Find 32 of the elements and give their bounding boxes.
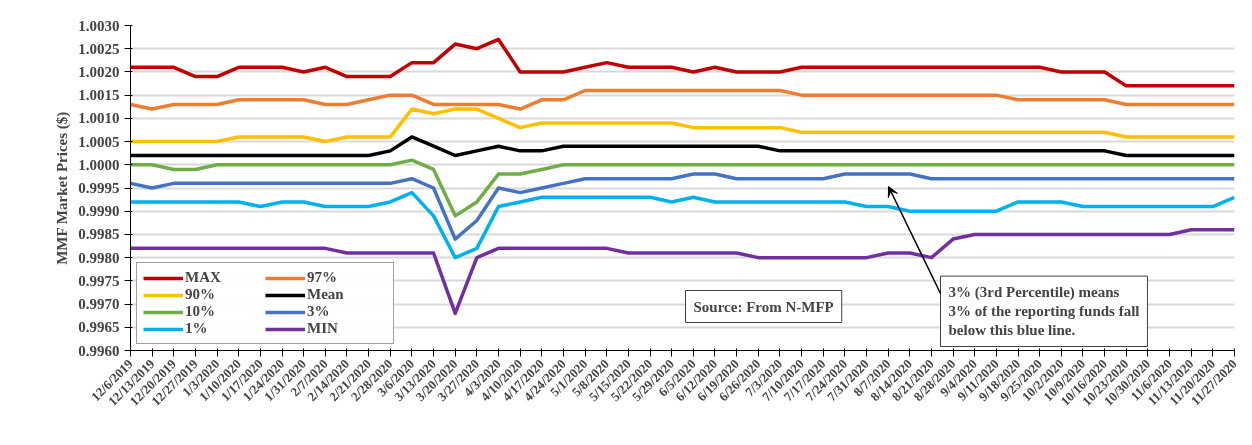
legend-label: MAX — [185, 269, 222, 286]
legend-label: 3% — [307, 303, 331, 320]
y-tick-label: 0.9990 — [78, 203, 120, 220]
y-tick-label: 0.9965 — [78, 319, 120, 336]
y-tick-label: 0.9970 — [78, 296, 120, 313]
y-tick-label: 0.9995 — [78, 180, 120, 196]
legend-label: MIN — [307, 320, 339, 337]
y-tick-label: 1.0025 — [78, 40, 120, 57]
y-axis-title: MMF Market Prices ($) — [54, 111, 72, 265]
y-tick-label: 1.0005 — [78, 133, 120, 150]
line-series — [130, 190, 1235, 260]
y-tick-label: 0.9985 — [78, 226, 120, 243]
y-tick-label: 0.9980 — [78, 249, 120, 266]
line-series — [130, 172, 1235, 241]
y-tick-label: 1.0020 — [78, 63, 120, 80]
legend-label: Mean — [307, 286, 345, 303]
y-tick-label: 0.9975 — [78, 272, 120, 289]
legend-label: 10% — [185, 303, 216, 320]
legend-label: 97% — [307, 269, 338, 286]
y-tick-label: 1.0000 — [78, 156, 120, 173]
y-tick-label: 1.0010 — [78, 110, 120, 127]
legend-label: 1% — [185, 320, 209, 337]
line-series — [130, 158, 1235, 218]
y-tick-label: 1.0015 — [78, 87, 120, 104]
annotation: Source: From N-MFP — [693, 298, 834, 315]
line-series — [130, 88, 1235, 111]
legend-label: 90% — [185, 286, 216, 303]
y-tick-label: 1.0030 — [78, 17, 120, 34]
annotation: 3% (3rd Percentile) means 3% of the reporting funds fall below this blue line. — [948, 284, 1140, 339]
y-tick-label: 0.9960 — [78, 342, 120, 359]
line-series — [130, 37, 1235, 88]
line-series — [130, 107, 1235, 144]
